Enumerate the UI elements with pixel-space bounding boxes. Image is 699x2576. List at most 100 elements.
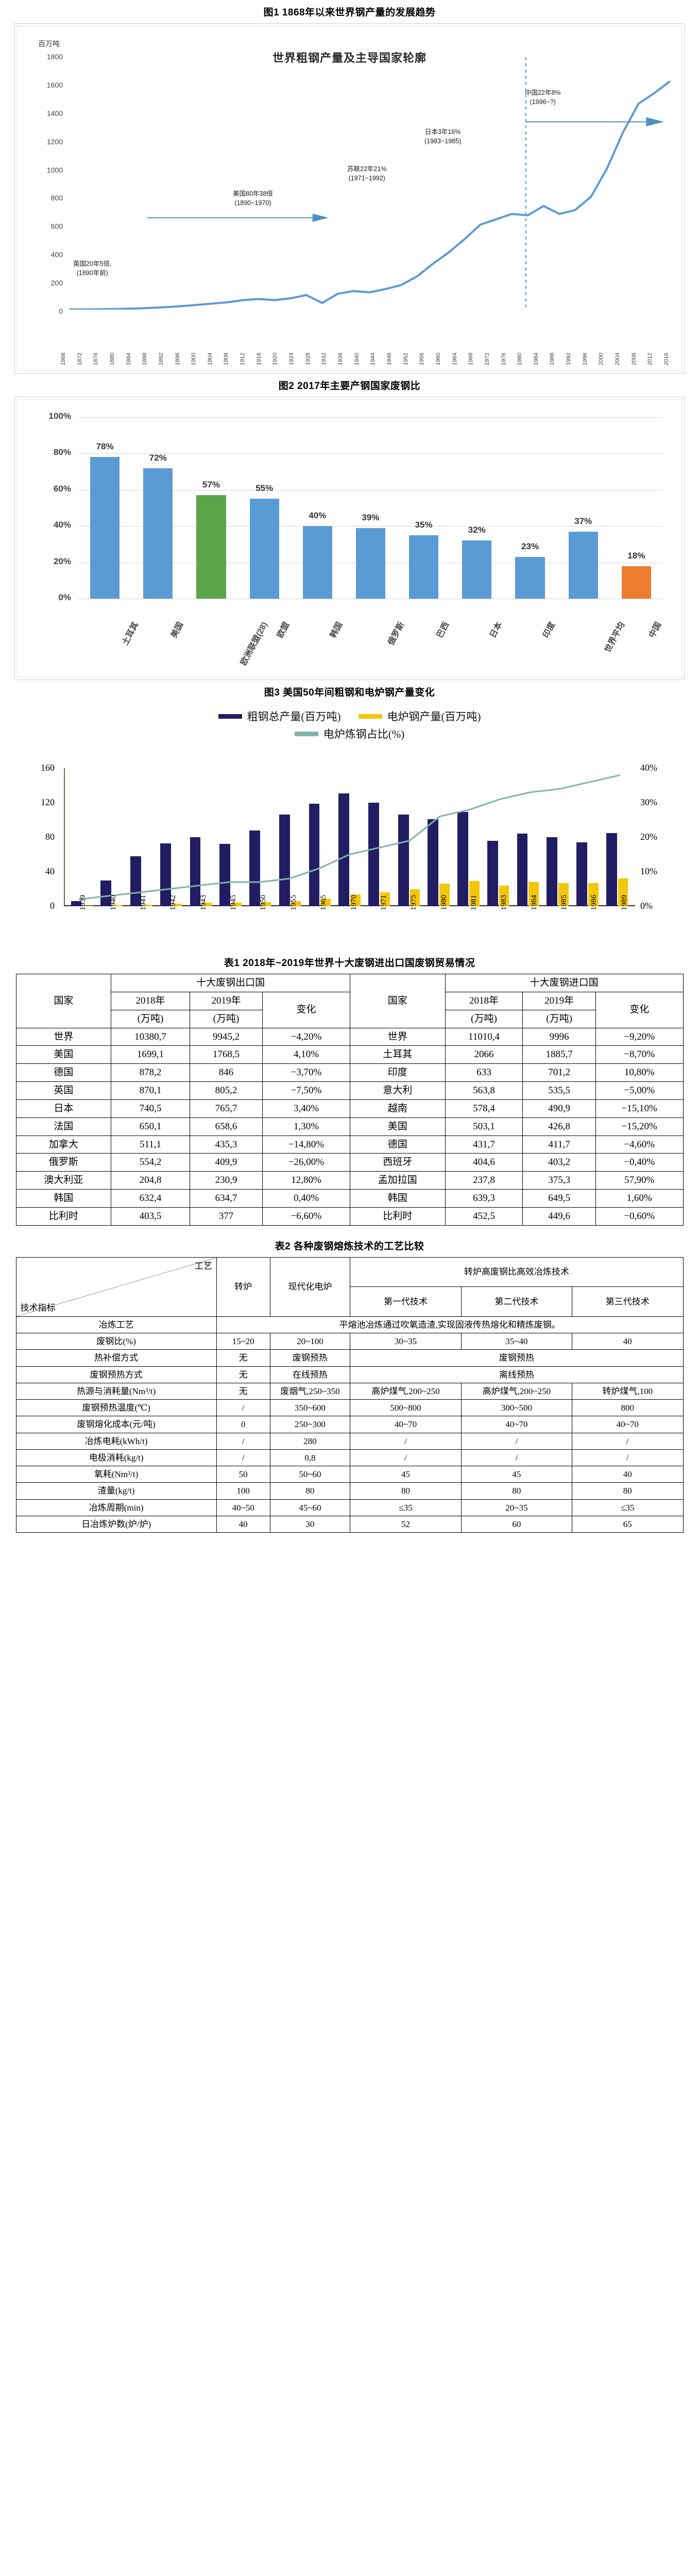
figure3-legend-row-1: 粗钢总产量(百万吨) 电炉钢产量(百万吨) (14, 708, 685, 724)
table1-export-change-value: 12,80% (262, 1171, 350, 1190)
figure3-bar-crude[interactable] (309, 803, 320, 906)
figure1-y-tick: 1200 (46, 137, 63, 146)
annotation-line-1: 中国22年8% (525, 89, 561, 96)
figure2-bar[interactable]: 37% (568, 516, 598, 599)
figure3-bar-crude[interactable] (547, 837, 558, 906)
figure2-y-tick: 0% (58, 592, 71, 602)
figure3-bar-eaf[interactable] (201, 903, 212, 906)
table-row: 废钢预热温度(℃)/350~600 500~800 300~500 800 (15, 1399, 684, 1417)
figure3-bar-eaf[interactable] (618, 878, 628, 906)
figure3-bar-eaf[interactable] (291, 901, 301, 906)
figure3-bar-eaf[interactable] (261, 902, 271, 906)
figure1-caption: 图1 1868年以来世界钢产量的发展趋势 (263, 7, 436, 18)
table2-cell: / (461, 1449, 573, 1467)
figure3-bar-crude[interactable] (457, 812, 468, 906)
table-row: 冶炼周期(min) 40~50 45~60 ≤35 20~35 ≤35 (15, 1499, 684, 1516)
figure3-bar-crude[interactable] (338, 793, 350, 906)
table1-export-change-value: −14,80% (262, 1135, 350, 1154)
figure3-bar-eaf[interactable] (142, 904, 152, 906)
figure1-y-tick: 1800 (46, 53, 63, 61)
figure3-bar-crude[interactable] (517, 834, 528, 906)
table1-import-country: 印度 (349, 1063, 446, 1082)
table1-export-2019-value: 435,3 (189, 1135, 263, 1154)
table1-export-2018: 2018年 (111, 991, 190, 1010)
table1-import-2018-value: 639,3 (445, 1189, 523, 1208)
figure2-bar[interactable]: 40% (302, 511, 332, 599)
table1-export-2018-value: 554,2 (111, 1153, 190, 1172)
figure1-chart-title: 世界粗钢产量及主导国家轮廓 (272, 52, 427, 64)
table1-import-2019-value: 1885,7 (522, 1045, 596, 1064)
figure3-bar-crude[interactable] (398, 815, 409, 906)
figure2-x-label: 美国 (169, 620, 185, 640)
figure1-annotation: 美国80年38倍 (1890~1970) (233, 189, 273, 208)
figure2-bar[interactable]: 78% (90, 442, 120, 599)
table2-row-label: 日冶炼炉数(炉/炉) (15, 1515, 217, 1533)
figure3-y-tick: 0 (50, 901, 55, 911)
figure1-x-tick: 1976 (500, 352, 507, 365)
figure3-x-tick: 1985 (560, 895, 569, 910)
table1-import-country: 越南 (349, 1099, 446, 1118)
figure2-bar[interactable]: 39% (355, 513, 386, 599)
table2-row-label: 废钢预热方式 (15, 1366, 217, 1383)
figure3-x-tick: 1975 (410, 895, 418, 910)
table2-cell: 800 (572, 1399, 684, 1417)
figure3-bar-eaf[interactable] (172, 903, 182, 906)
figure3-bar-eaf[interactable] (320, 898, 331, 906)
table-row: 冶炼电耗(kWh/t)/280// / (15, 1432, 684, 1450)
figure3-y-tick: 160 (41, 762, 55, 773)
figure2-bar-value: 23% (521, 541, 539, 552)
figure3-bar-crude[interactable] (279, 815, 290, 906)
table-row: 俄罗斯 554,2 409,9 −26,00% 西班牙 404,6 403,2 −0,40% (15, 1153, 684, 1172)
figure1-x-tick: 1880 (109, 352, 115, 365)
table2-row-label: 冶炼周期(min) (15, 1499, 217, 1516)
figure3-bar-eaf[interactable] (231, 903, 242, 906)
figure3-x-tick: 1943 (199, 895, 208, 910)
table1-export-change-value: −7,50% (262, 1081, 350, 1100)
figure3-bar-crude[interactable] (428, 819, 439, 906)
figure3-bar-crude[interactable] (487, 840, 498, 906)
figure2-bar[interactable]: 32% (462, 525, 492, 599)
figure1-x-tick: 1944 (370, 352, 377, 365)
figure3-y-tick: 40 (45, 866, 55, 876)
figure2-bar[interactable]: 57% (196, 480, 226, 599)
table1-export-2018-unit: (万吨) (111, 1009, 190, 1028)
figure1-x-tick: 1980 (517, 352, 523, 365)
figure3-x-tick: 1945 (229, 895, 238, 910)
figure2-bar-value: 39% (362, 512, 380, 522)
table1-group-row: 国家 十大废钢出口国 国家 十大废钢进口国 (15, 974, 684, 1028)
table1-import-2019-value: 403,2 (522, 1153, 596, 1172)
figure2-bar[interactable]: 23% (515, 541, 545, 599)
table2-group-high-efficiency: 转炉高废钢比高效冶炼技术 (350, 1257, 684, 1287)
figure2-bar[interactable]: 55% (249, 483, 279, 599)
figure1-y-tick: 600 (50, 222, 63, 231)
figure2-bar-value: 72% (149, 452, 167, 463)
figure3-bar-crude[interactable] (606, 833, 617, 906)
table2-cell: 80 (350, 1482, 462, 1500)
figure3-bar-crude[interactable] (249, 830, 260, 906)
figure3-bar-crude[interactable] (71, 901, 82, 906)
figure2-bar[interactable]: 18% (621, 551, 651, 599)
annotation-line-1: 英国20年5倍, (73, 260, 112, 267)
table1-group-import: 十大废钢进口国 (445, 974, 684, 992)
figure1-plot-frame: 百万吨 世界粗钢产量及主导国家轮廓 1800 1600 1400 1200 1000 80… (17, 26, 682, 371)
figure1-x-tick: 1892 (158, 352, 164, 365)
table2: 工艺 技术指标 转炉 现代化电炉 转炉高废钢比高效冶炼技术 第一代技术 第二代技… (15, 1257, 684, 1533)
table-row: 热补偿方式无废钢预热 废钢预热 (15, 1349, 684, 1367)
figure3-bar-crude[interactable] (368, 803, 379, 906)
figure3-bar-eaf[interactable] (112, 905, 123, 906)
figure3-bar-crude[interactable] (576, 842, 587, 906)
table1-export-change-value: 3,40% (262, 1099, 350, 1118)
figure3-plot-area: 1939 1940 1941 1942 1943 1945 1950 1955 1965 1970… (64, 768, 635, 910)
figure3-bars (67, 768, 632, 906)
table2-corner-top: 工艺 (194, 1261, 212, 1271)
table1-table2-spacer (0, 1226, 699, 1234)
figure2-bar[interactable]: 35% (409, 520, 439, 599)
figure3-bar-group (483, 768, 513, 906)
figure2-bar[interactable]: 72% (143, 453, 173, 599)
figure1-x-tick: 1928 (304, 352, 311, 365)
table2-cell: / (350, 1449, 462, 1467)
figure3-bar-group (513, 768, 543, 906)
figure3-bar-crude[interactable] (219, 844, 231, 906)
figure3-x-tick: 1965 (319, 895, 328, 910)
figure1-annotation: 英国20年5倍, (1890年前) (73, 259, 111, 278)
